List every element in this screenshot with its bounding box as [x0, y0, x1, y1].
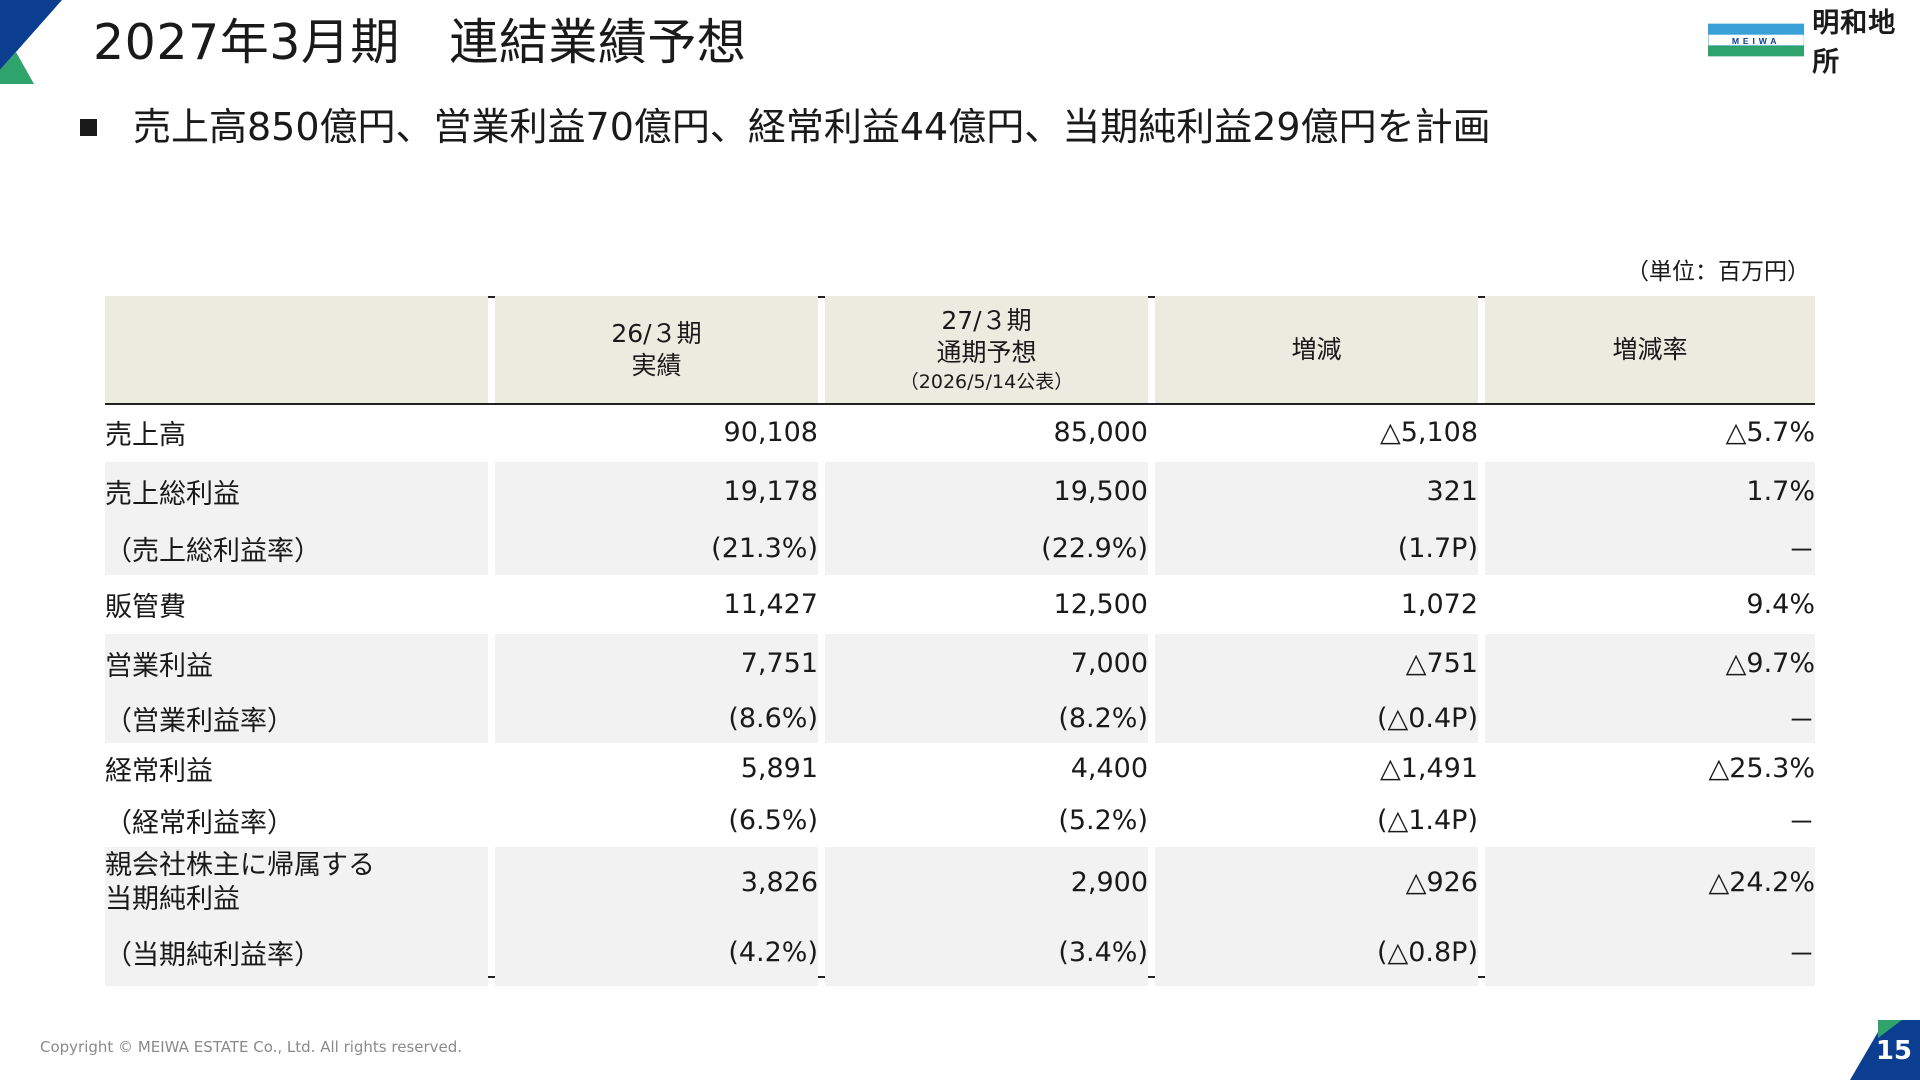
summary-text: 売上高850億円、営業利益70億円、経常利益44億円、当期純利益29億円を計画 [133, 105, 1491, 149]
cell-value: (8.2%) [825, 693, 1148, 743]
header-col-change-rate: 増減率 [1485, 296, 1815, 403]
row-label: （当期純利益率） [105, 919, 488, 986]
cell-value: △9.7% [1485, 634, 1815, 693]
cell-value: (1.7P) [1155, 521, 1478, 575]
table-row: 売上高 90,108 85,000 △5,108 △5.7% [105, 403, 1815, 462]
row-label: （営業利益率） [105, 693, 488, 743]
cell-value: 1,072 [1400, 589, 1478, 620]
cell-value: (△0.4P) [1155, 693, 1478, 743]
table-row: 売上総利益 19,178 19,500 321 1.7% [105, 462, 1815, 521]
row-label: 営業利益 [105, 634, 488, 693]
logo-mark-text: MEIWA [1732, 36, 1781, 46]
cell-value: 19,178 [495, 462, 818, 521]
table-row: （売上総利益率） (21.3%) (22.9%) (1.7P) － [105, 521, 1815, 575]
header-col-actual: 26/３期 実績 [495, 296, 818, 403]
forecast-table: 26/３期 実績 27/３期 通期予想 （2026/5/14公表） 増減 増減率… [98, 296, 1822, 986]
cell-value: － [1485, 919, 1815, 986]
table-row: 親会社株主に帰属する 当期純利益 3,826 2,900 △926 △24.2% [105, 847, 1815, 919]
row-label: 販管費 [105, 592, 186, 623]
cell-value: △751 [1155, 634, 1478, 693]
cell-value: (21.3%) [495, 521, 818, 575]
page-title: 2027年3月期 連結業績予想 [93, 14, 747, 71]
table-row: （経常利益率） (6.5%) (5.2%) (△1.4P) － [105, 793, 1815, 847]
cell-value: △25.3% [1708, 752, 1815, 784]
cell-value: 7,751 [495, 634, 818, 693]
table-row: 経常利益 5,891 4,400 △1,491 △25.3% [105, 743, 1815, 793]
company-logo: MEIWA 明和地所 [1708, 8, 1920, 78]
cell-value: △926 [1155, 847, 1478, 919]
cell-value: 19,500 [825, 462, 1148, 521]
cell-value: 7,000 [825, 634, 1148, 693]
unit-label: （単位：百万円） [1626, 259, 1810, 285]
cell-value: 85,000 [1053, 417, 1148, 448]
cell-value: △24.2% [1485, 847, 1815, 919]
cell-value: － [1485, 521, 1815, 575]
cell-value: 2,900 [825, 847, 1148, 919]
copyright-footer: Copyright © MEIWA ESTATE Co., Ltd. All r… [40, 1038, 463, 1056]
row-label: （経常利益率） [105, 807, 294, 839]
cell-value: (△0.8P) [1155, 919, 1478, 986]
cell-value: (5.2%) [1058, 804, 1148, 836]
row-label: 親会社株主に帰属する 当期純利益 [105, 847, 488, 919]
table-row: 販管費 11,427 12,500 1,072 9.4% [105, 575, 1815, 634]
header-col-change: 増減 [1155, 296, 1478, 403]
corner-decoration-top-left [0, 0, 62, 84]
cell-value: 3,826 [495, 847, 818, 919]
table-header-rule [105, 403, 1815, 405]
cell-value: 1.7% [1485, 462, 1815, 521]
cell-value: 5,891 [740, 752, 818, 784]
cell-value: (△1.4P) [1376, 804, 1478, 836]
cell-value: (22.9%) [825, 521, 1148, 575]
summary-bullet: 売上高850億円、営業利益70億円、経常利益44億円、当期純利益29億円を計画 [80, 102, 1491, 152]
table-row: （当期純利益率） (4.2%) (3.4%) (△0.8P) － [105, 919, 1815, 986]
row-label: （売上総利益率） [105, 521, 488, 575]
row-label: 売上総利益 [105, 462, 488, 521]
cell-value: － [1788, 807, 1815, 839]
row-label: 経常利益 [105, 755, 213, 787]
cell-value: (8.6%) [495, 693, 818, 743]
cell-value: 90,108 [723, 417, 818, 448]
header-blank [105, 296, 488, 403]
cell-value: △5.7% [1725, 417, 1815, 448]
cell-value: △5,108 [1379, 417, 1478, 448]
cell-value: 9.4% [1746, 589, 1815, 620]
cell-value: 321 [1155, 462, 1478, 521]
page-number: 15 [1875, 1036, 1912, 1066]
square-bullet-icon [80, 118, 97, 136]
logo-name: 明和地所 [1812, 8, 1897, 78]
table-row: （営業利益率） (8.6%) (8.2%) (△0.4P) － [105, 693, 1815, 743]
cell-value: (4.2%) [495, 919, 818, 986]
cell-value: 11,427 [723, 589, 818, 620]
cell-value: － [1485, 693, 1815, 743]
cell-value: △1,491 [1379, 752, 1478, 784]
cell-value: 12,500 [1053, 589, 1148, 620]
table-row: 営業利益 7,751 7,000 △751 △9.7% [105, 634, 1815, 693]
corner-decoration-bottom-right [1850, 1020, 1920, 1080]
meiwa-logo-mark: MEIWA [1708, 23, 1805, 57]
cell-value: (6.5%) [728, 804, 818, 836]
header-col-forecast: 27/３期 通期予想 （2026/5/14公表） [825, 296, 1148, 403]
row-label: 売上高 [105, 420, 186, 451]
cell-value: (3.4%) [825, 919, 1148, 986]
cell-value: 4,400 [1070, 752, 1148, 784]
